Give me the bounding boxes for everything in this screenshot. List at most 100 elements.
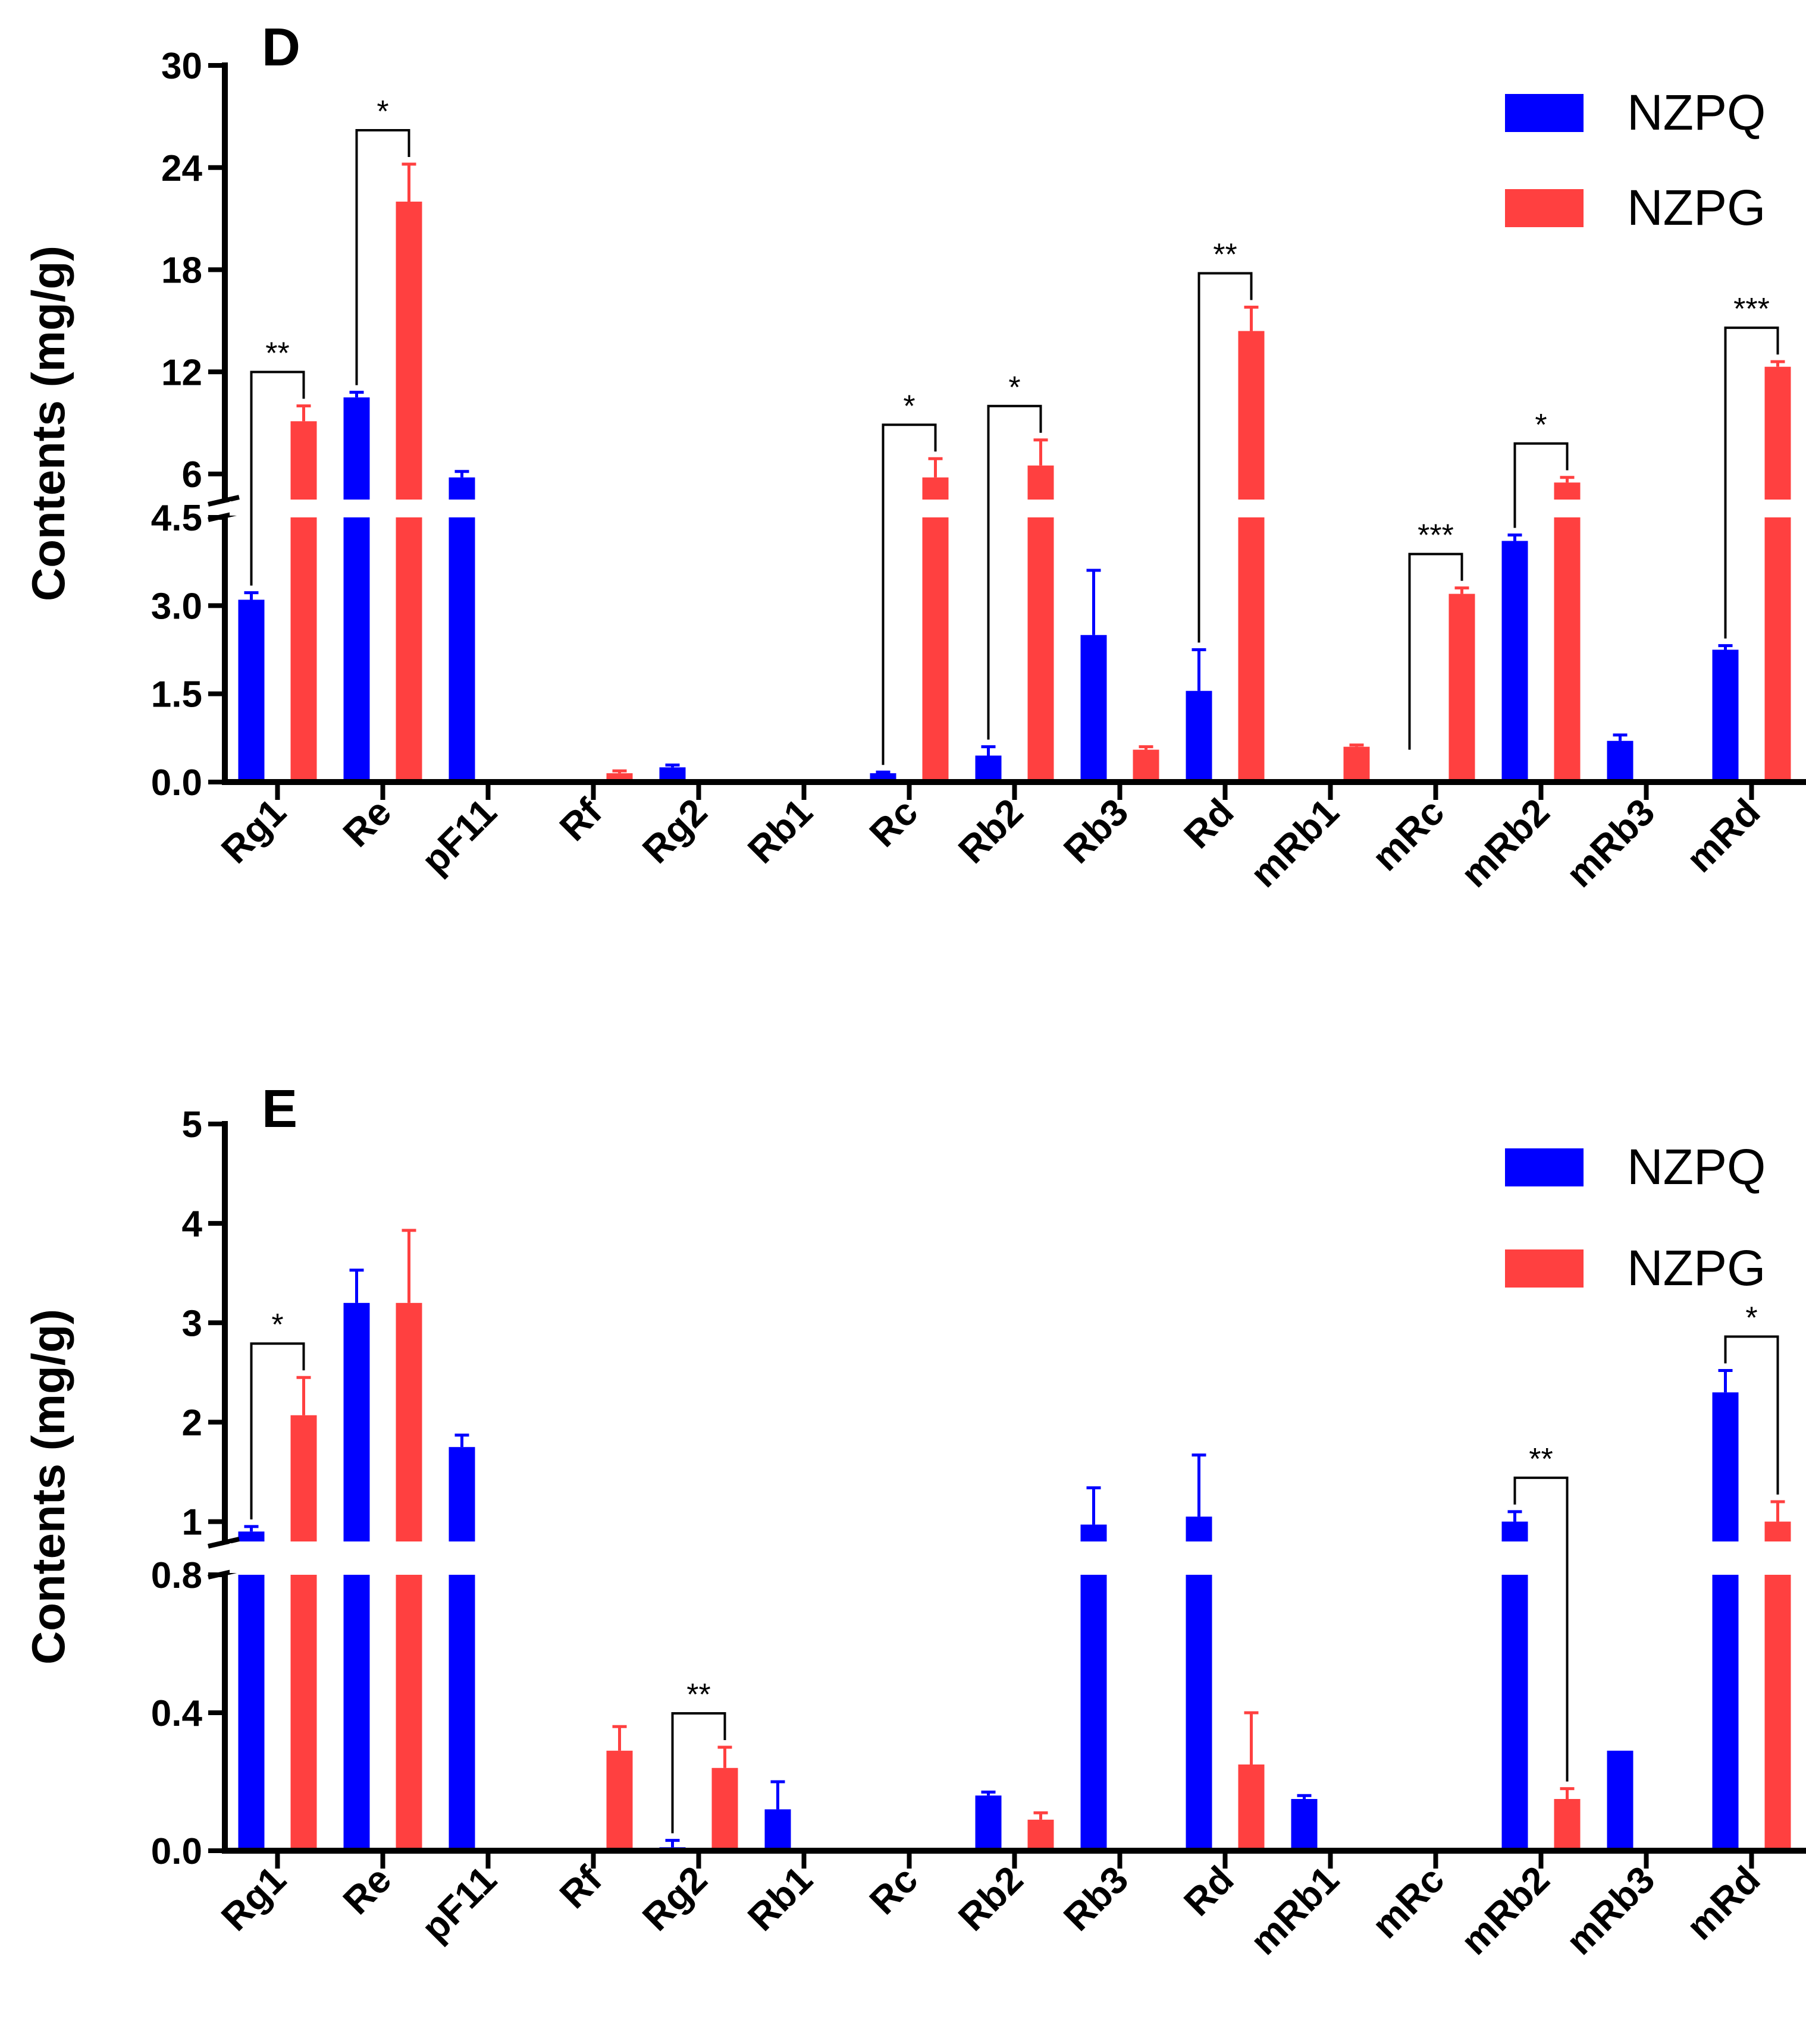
- x-tick-label-Rg1: Rg1: [213, 790, 294, 871]
- significance-bracket-Rb2: [987, 404, 1042, 740]
- significance-bracket-Rg1: [250, 371, 305, 586]
- significance-label-mRb2: **: [1529, 1442, 1553, 1477]
- bar-NZPQ-pF11-lower: [449, 1575, 475, 1851]
- bar-NZPQ-Rb3: [1080, 1524, 1107, 1541]
- bar-NZPQ-mRb3: [1607, 1750, 1633, 1851]
- significance-label-Rg2: **: [686, 1678, 710, 1712]
- significance-label-Re: *: [377, 95, 388, 129]
- y-tick-label: 1: [182, 1502, 202, 1543]
- significance-label-Rg1: *: [271, 1308, 283, 1342]
- x-tick-label-Rb1: Rb1: [739, 1858, 820, 1939]
- bar-NZPQ-Rg1: [238, 1531, 265, 1541]
- bar-NZPQ-Rb3: [1080, 635, 1107, 782]
- legend-label-NZPQ: NZPQ: [1627, 1139, 1766, 1195]
- bar-NZPG-mRd-lower: [1764, 1575, 1791, 1851]
- bar-NZPG-Rg1-lower: [290, 1575, 317, 1851]
- bar-NZPG-Rd: [1238, 1764, 1265, 1851]
- x-tick-label-Rb3: Rb3: [1055, 1858, 1136, 1939]
- x-tick-label-mRb2: mRb2: [1453, 1858, 1558, 1963]
- bar-NZPG-mRc: [1448, 594, 1475, 782]
- bar-NZPG-mRb2-lower: [1554, 517, 1581, 782]
- significance-bracket-Rc: [882, 423, 937, 765]
- x-tick-label-Rb3: Rb3: [1055, 790, 1136, 871]
- y-tick-label: 30: [161, 46, 202, 87]
- x-tick-label-Rf: Rf: [551, 790, 610, 849]
- significance-bracket-mRc: [1408, 552, 1463, 750]
- x-tick-label-mRb3: mRb3: [1558, 1858, 1663, 1963]
- bar-NZPG-mRd-lower: [1764, 517, 1791, 782]
- y-tick-label: 4: [182, 1204, 203, 1245]
- panel-label: E: [262, 1079, 297, 1139]
- bar-NZPG-Rc: [922, 477, 949, 500]
- y-tick-label: 1.5: [151, 674, 202, 715]
- bar-NZPG-Re-lower: [396, 1575, 422, 1851]
- x-tick-label-Rg2: Rg2: [634, 1858, 715, 1939]
- bar-NZPQ-Re: [343, 1302, 370, 1541]
- bar-NZPG-Re: [396, 202, 422, 500]
- bar-NZPQ-Rb2: [975, 1795, 1002, 1851]
- bar-NZPQ-Rg1-lower: [238, 1575, 265, 1851]
- x-tick-label-mRd: mRd: [1678, 790, 1768, 880]
- x-tick-label-Rb1: Rb1: [739, 790, 820, 871]
- y-tick-label: 18: [161, 250, 202, 291]
- bar-NZPG-Rb2-lower: [1027, 517, 1054, 782]
- significance-bracket-Rd: [1197, 272, 1253, 643]
- y-axis-label: Contents (mg/g): [22, 246, 74, 601]
- x-tick-label-Rb2: Rb2: [950, 790, 1031, 871]
- y-tick-label: 0.0: [151, 762, 202, 803]
- x-tick-label-mRb3: mRb3: [1558, 790, 1663, 896]
- x-tick-label-Re: Re: [335, 1858, 400, 1923]
- significance-bracket-Rg1: [250, 1342, 305, 1519]
- bar-NZPQ-Rd: [1186, 690, 1212, 782]
- bar-NZPQ-Rd: [1186, 1516, 1212, 1541]
- bar-NZPG-Rd: [1238, 331, 1265, 500]
- x-tick-label-pF11: pF11: [413, 790, 504, 882]
- significance-bracket-mRb2: [1513, 442, 1569, 528]
- significance-bracket-mRb2: [1513, 1476, 1569, 1782]
- x-tick-label-Rg1: Rg1: [213, 1858, 294, 1939]
- y-tick-label: 3: [182, 1303, 202, 1344]
- panel-D: 0.0 1.5 3.0 4.56 12 18 24 30 Rg1 Re pF11 Rf Rg2 Rb1 Rc…: [22, 18, 1806, 896]
- x-tick-label-Rc: Rc: [861, 790, 926, 855]
- y-tick-label: 3.0: [151, 586, 202, 627]
- significance-bracket-mRd: [1724, 1335, 1779, 1495]
- x-tick-label-mRc: mRc: [1363, 790, 1452, 879]
- y-tick-label: 2: [182, 1402, 202, 1443]
- bar-NZPQ-mRb2: [1501, 541, 1528, 782]
- x-tick-label-Rd: Rd: [1175, 790, 1241, 856]
- bar-NZPQ-pF11-lower: [449, 517, 475, 782]
- significance-label-mRb2: *: [1535, 408, 1547, 442]
- bar-NZPQ-Rg1: [238, 599, 265, 782]
- bar-NZPQ-mRb2-lower: [1501, 1575, 1528, 1851]
- bar-NZPG-Rb2: [1027, 1819, 1054, 1851]
- bar-NZPG-Re-lower: [396, 517, 422, 782]
- bar-NZPQ-mRd: [1712, 649, 1739, 782]
- bar-NZPQ-pF11: [449, 477, 475, 500]
- significance-label-Rc: *: [903, 389, 915, 423]
- legend-swatch-NZPQ: [1505, 94, 1584, 132]
- y-tick-label: 5: [182, 1104, 202, 1145]
- bar-NZPQ-Re-lower: [343, 517, 370, 782]
- bar-NZPQ-mRb2: [1501, 1521, 1528, 1541]
- bar-NZPQ-mRd: [1712, 1392, 1739, 1541]
- bar-NZPQ-Rb3-lower: [1080, 1575, 1107, 1851]
- x-tick-label-Rf: Rf: [551, 1858, 610, 1917]
- axis-break-mark: [208, 1537, 240, 1549]
- bar-NZPG-Rg1: [290, 421, 317, 500]
- bar-NZPG-mRb2: [1554, 482, 1581, 500]
- bar-NZPQ-mRd-lower: [1712, 1575, 1739, 1851]
- significance-label-mRc: ***: [1418, 519, 1454, 553]
- x-tick-label-mRb1: mRb1: [1242, 1858, 1347, 1963]
- bar-NZPG-Rd-lower: [1238, 517, 1265, 782]
- x-tick-label-mRd: mRd: [1678, 1858, 1768, 1948]
- bar-NZPG-Re: [396, 1302, 422, 1541]
- bar-NZPG-Rg1: [290, 1415, 317, 1541]
- legend-label-NZPQ: NZPQ: [1627, 84, 1766, 140]
- panel-label: D: [262, 18, 300, 77]
- legend-swatch-NZPG: [1505, 1249, 1584, 1288]
- bar-NZPQ-Re-lower: [343, 1575, 370, 1851]
- x-tick-label-pF11: pF11: [413, 1858, 504, 1949]
- significance-bracket-mRd: [1724, 326, 1779, 639]
- y-tick-label: 0.4: [151, 1693, 203, 1734]
